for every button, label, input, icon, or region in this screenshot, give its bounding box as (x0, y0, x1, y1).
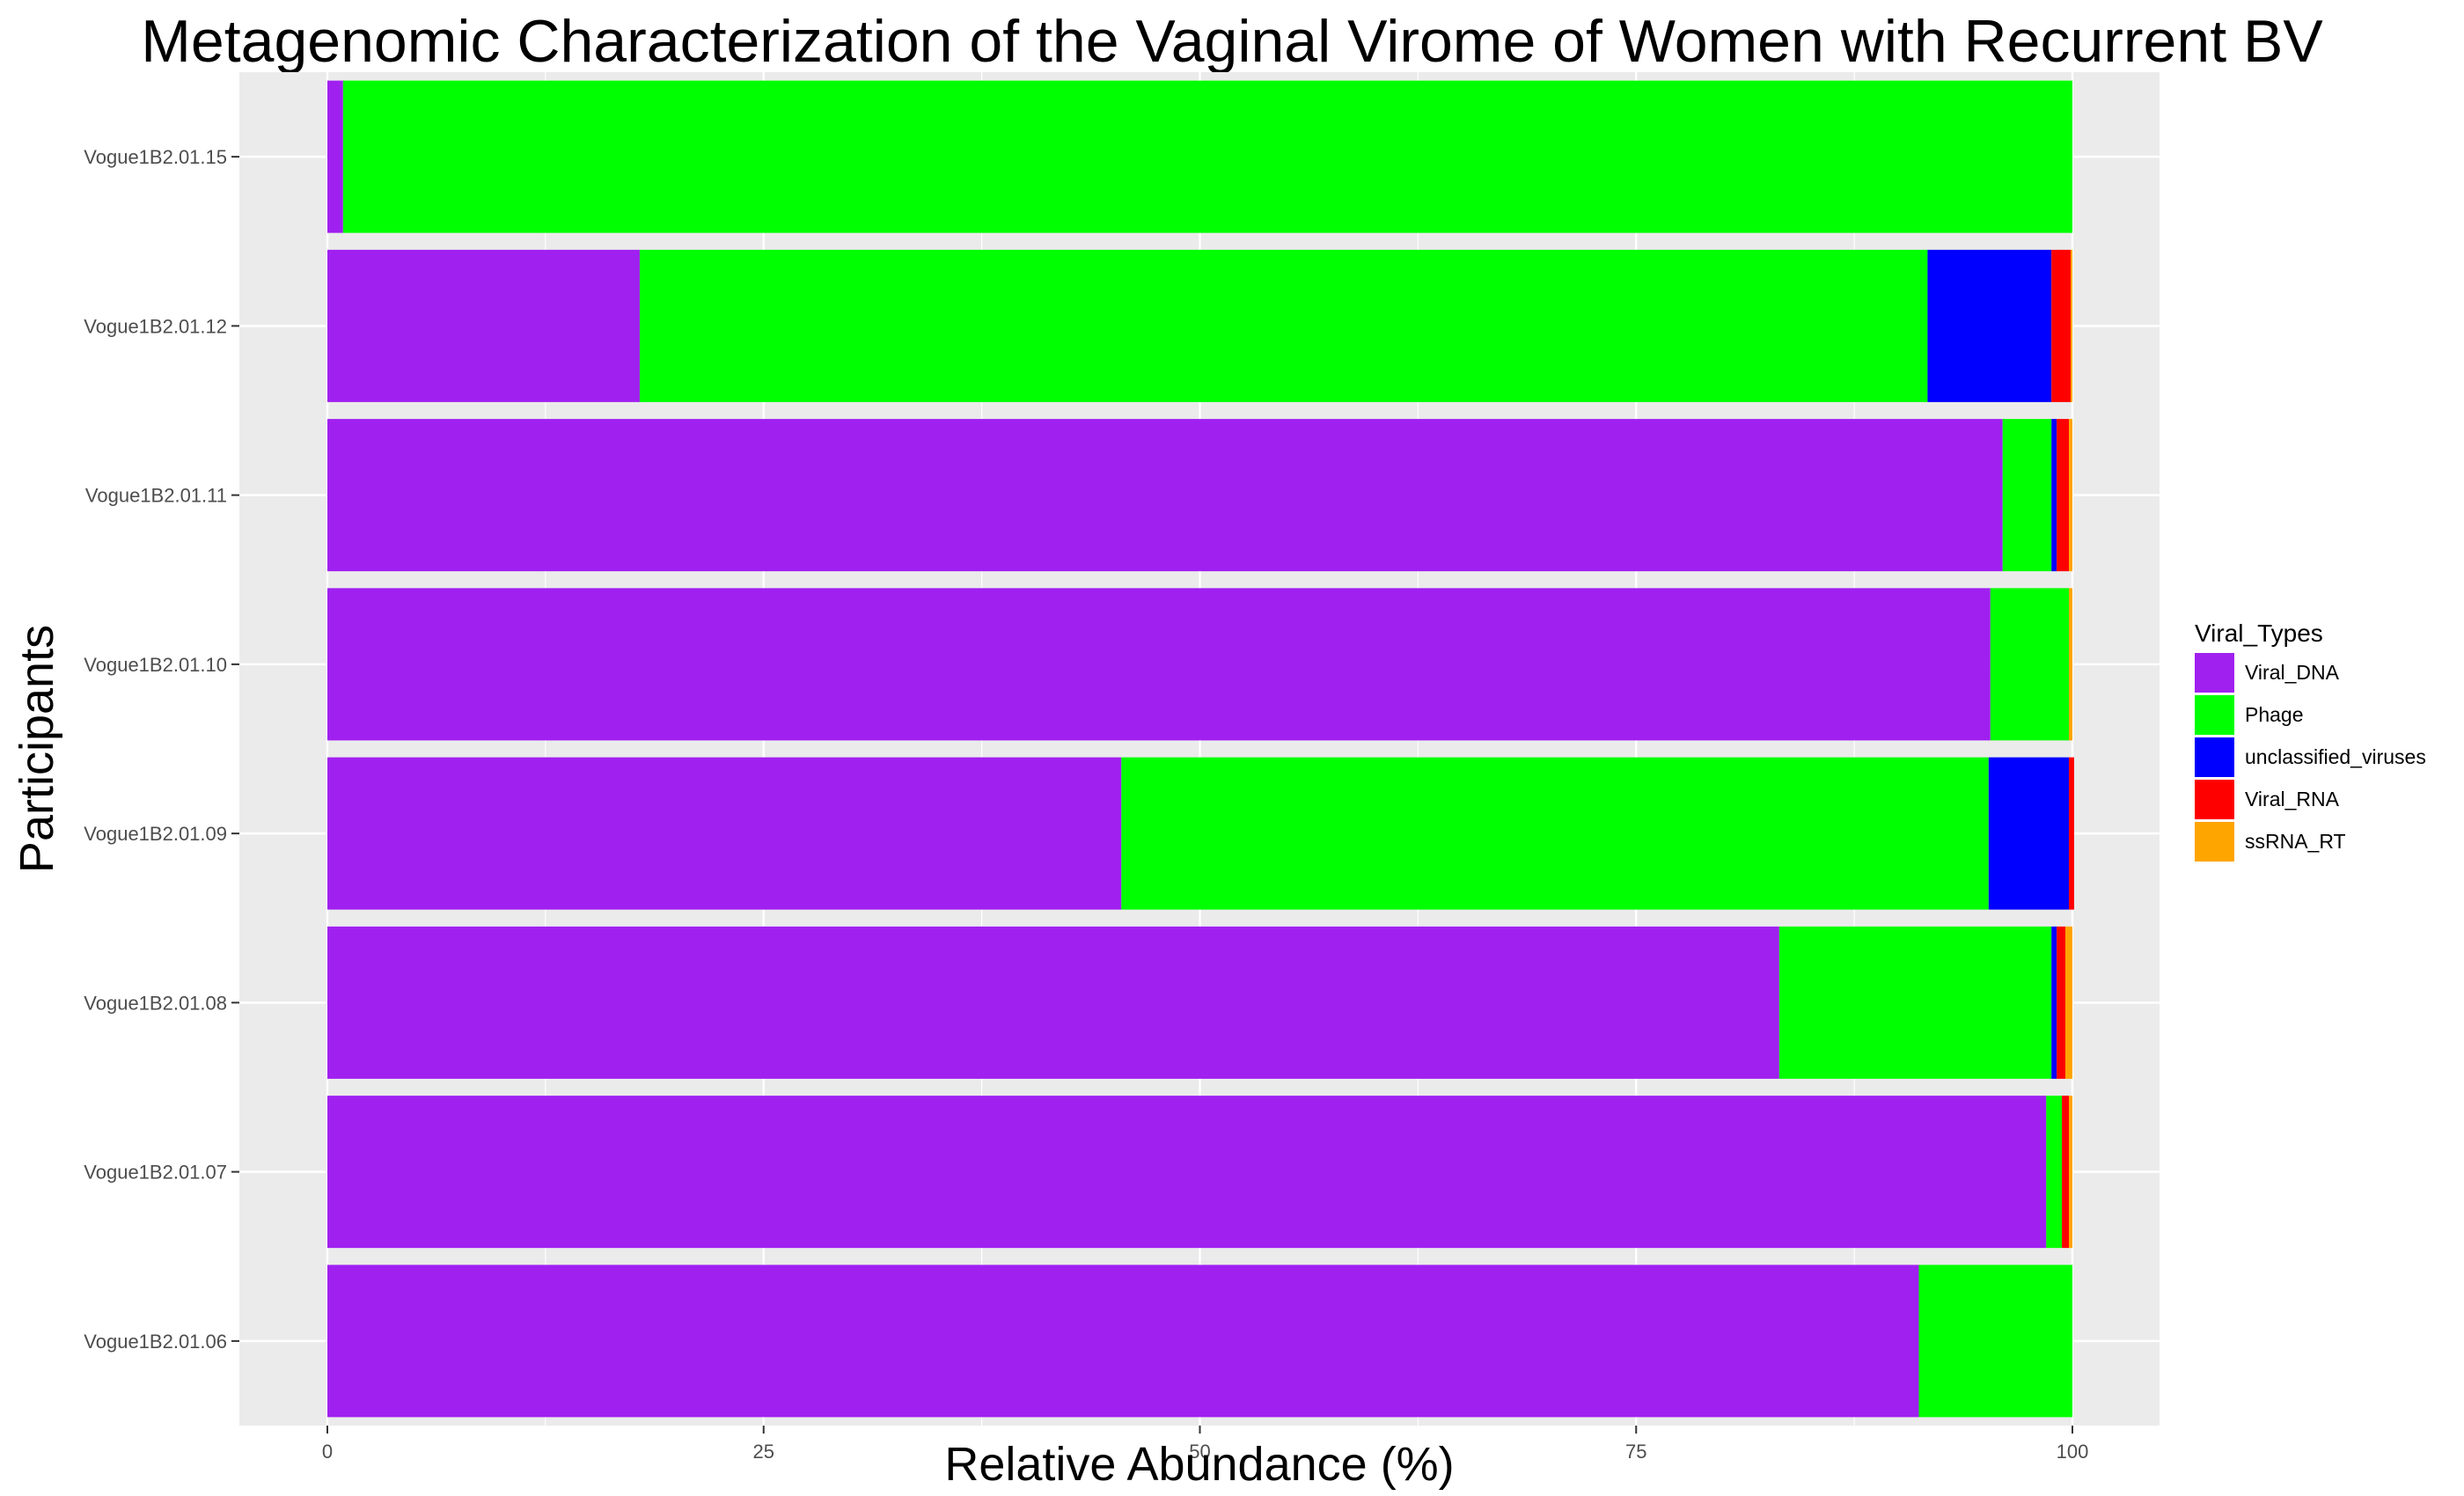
x-tick-label: 50 (1189, 1441, 1210, 1463)
legend-item-phage: Phage (2195, 693, 2426, 736)
x-tick-label: 25 (753, 1441, 774, 1463)
bar-segment (2069, 419, 2072, 572)
bar-segment (1778, 926, 2052, 1079)
x-tick-label: 75 (1625, 1441, 1646, 1463)
bar-segment (327, 926, 1779, 1079)
bars (327, 80, 2074, 1418)
bar-segment (1918, 1265, 2072, 1418)
legend-label: ssRNA_RT (2245, 829, 2346, 853)
bar-segment (327, 757, 1122, 910)
bar-segment (1121, 757, 1989, 910)
bar-segment (2002, 419, 2052, 572)
bar-segment (1988, 757, 2070, 910)
y-tick-label: Vogue1B2.01.08 (84, 992, 227, 1014)
bar-segment (327, 419, 2003, 572)
bar-segment (639, 249, 1928, 402)
y-tick-label: Vogue1B2.01.07 (84, 1162, 227, 1184)
bar-segment (1927, 249, 2052, 402)
legend-title: Viral_Types (2195, 620, 2323, 647)
bar-segment (2051, 419, 2057, 572)
y-tick-label: Vogue1B2.01.11 (85, 485, 227, 507)
axes: 0 25 50 75 100 Vogue1B2.01.15 Vogue1B2.01.12 Vo… (84, 146, 2088, 1463)
y-tick-label: Vogue1B2.01.15 (84, 146, 227, 168)
legend-label: Viral_RNA (2245, 787, 2339, 810)
bar-segment (2046, 1096, 2063, 1249)
legend-label: unclassified_viruses (2245, 744, 2426, 768)
bar-segment (2062, 1096, 2070, 1249)
legend-item-ssrna-rt: ssRNA_RT (2195, 820, 2426, 862)
bar-segment (2051, 926, 2057, 1079)
y-tick-label: Vogue1B2.01.12 (84, 315, 227, 337)
legend-item-viral-dna: Viral_DNA (2195, 651, 2426, 693)
y-tick-label: Vogue1B2.01.10 (84, 654, 227, 676)
y-tick-label: Vogue1B2.01.06 (84, 1331, 227, 1353)
y-tick-label: Vogue1B2.01.09 (84, 823, 227, 845)
x-tick-label: 100 (2057, 1441, 2089, 1463)
legend-item-viral-rna: Viral_RNA (2195, 778, 2426, 820)
bar-segment (342, 80, 2073, 233)
x-tick-label: 0 (322, 1441, 333, 1463)
bar-segment (2069, 1096, 2072, 1249)
bar-segment (2069, 588, 2072, 741)
legend: Viral_Types Viral_DNA Phage unclassified… (2195, 616, 2426, 862)
bar-segment (327, 80, 343, 233)
bar-segment (327, 249, 640, 402)
x-axis-label: Relative Abundance (%) (944, 1438, 1454, 1491)
bar-segment (327, 588, 1991, 741)
legend-swatch (2195, 652, 2234, 693)
y-axis-label: Participants (11, 625, 63, 873)
bar-segment (1990, 588, 2070, 741)
bar-segment (327, 1265, 1919, 1418)
bar-segment (2071, 249, 2072, 402)
bar-segment (2057, 419, 2070, 572)
bar-segment (2065, 926, 2072, 1079)
legend-swatch (2195, 821, 2234, 862)
bar-segment (327, 1096, 2047, 1249)
legend-item-unclassified-viruses: unclassified_viruses (2195, 736, 2426, 778)
bar-segment (2057, 926, 2066, 1079)
legend-swatch (2195, 694, 2234, 735)
chart-title: Metagenomic Characterization of the Vagi… (141, 8, 2323, 75)
legend-label: Phage (2245, 702, 2304, 726)
bar-segment (2051, 249, 2072, 402)
bar-segment (2069, 757, 2074, 910)
legend-label: Viral_DNA (2245, 660, 2339, 684)
legend-swatch (2195, 737, 2234, 777)
legend-swatch (2195, 779, 2234, 819)
